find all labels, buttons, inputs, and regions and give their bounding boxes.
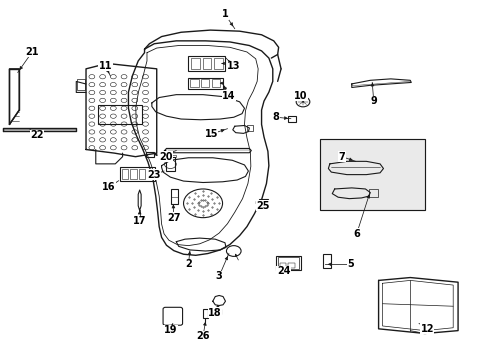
Text: 3: 3 bbox=[215, 271, 222, 281]
Bar bbox=[320, 139, 424, 211]
Bar bbox=[164, 154, 176, 157]
Bar bbox=[120, 167, 155, 181]
Text: 27: 27 bbox=[167, 213, 180, 222]
Text: 5: 5 bbox=[346, 259, 353, 269]
Text: 22: 22 bbox=[30, 130, 44, 140]
Text: 21: 21 bbox=[25, 46, 39, 57]
Bar bbox=[147, 169, 153, 179]
Bar bbox=[203, 309, 207, 318]
Text: 2: 2 bbox=[184, 259, 191, 269]
Text: 4: 4 bbox=[161, 150, 167, 160]
Text: 24: 24 bbox=[276, 266, 290, 276]
Text: 11: 11 bbox=[99, 61, 112, 71]
Bar bbox=[165, 157, 175, 171]
Bar bbox=[139, 169, 145, 179]
Bar bbox=[259, 199, 267, 206]
Text: 7: 7 bbox=[338, 152, 345, 162]
Bar bbox=[188, 56, 224, 71]
Bar bbox=[77, 79, 85, 90]
Text: 16: 16 bbox=[102, 182, 116, 192]
Bar bbox=[122, 169, 128, 179]
Text: 15: 15 bbox=[204, 129, 218, 139]
Bar bbox=[246, 126, 252, 131]
Text: 25: 25 bbox=[256, 201, 269, 211]
Bar bbox=[130, 169, 137, 179]
Bar bbox=[322, 254, 330, 268]
Bar bbox=[279, 263, 285, 268]
Bar bbox=[278, 257, 298, 269]
Bar bbox=[146, 152, 154, 157]
Text: 14: 14 bbox=[222, 91, 235, 101]
Text: 8: 8 bbox=[272, 112, 279, 122]
Bar bbox=[288, 116, 296, 122]
Bar bbox=[288, 263, 294, 268]
Text: 18: 18 bbox=[208, 308, 222, 318]
Text: 20: 20 bbox=[159, 152, 172, 162]
Bar bbox=[190, 58, 199, 69]
Bar bbox=[276, 256, 300, 270]
Bar bbox=[202, 58, 211, 69]
Bar bbox=[98, 105, 142, 125]
Text: 6: 6 bbox=[352, 229, 359, 239]
Text: 10: 10 bbox=[293, 91, 306, 101]
Text: 26: 26 bbox=[196, 331, 209, 341]
Bar bbox=[320, 139, 424, 211]
Text: 9: 9 bbox=[369, 96, 376, 106]
Text: 23: 23 bbox=[147, 170, 161, 180]
Bar bbox=[214, 58, 223, 69]
Text: 17: 17 bbox=[133, 216, 146, 226]
Text: 19: 19 bbox=[163, 325, 177, 335]
Bar bbox=[201, 79, 209, 87]
Bar bbox=[171, 189, 178, 204]
Bar bbox=[211, 79, 220, 87]
Bar bbox=[190, 79, 198, 87]
Text: 12: 12 bbox=[420, 324, 433, 334]
Bar bbox=[188, 78, 222, 89]
Bar bbox=[368, 189, 377, 197]
Text: 13: 13 bbox=[226, 61, 240, 71]
Text: 1: 1 bbox=[221, 9, 228, 19]
